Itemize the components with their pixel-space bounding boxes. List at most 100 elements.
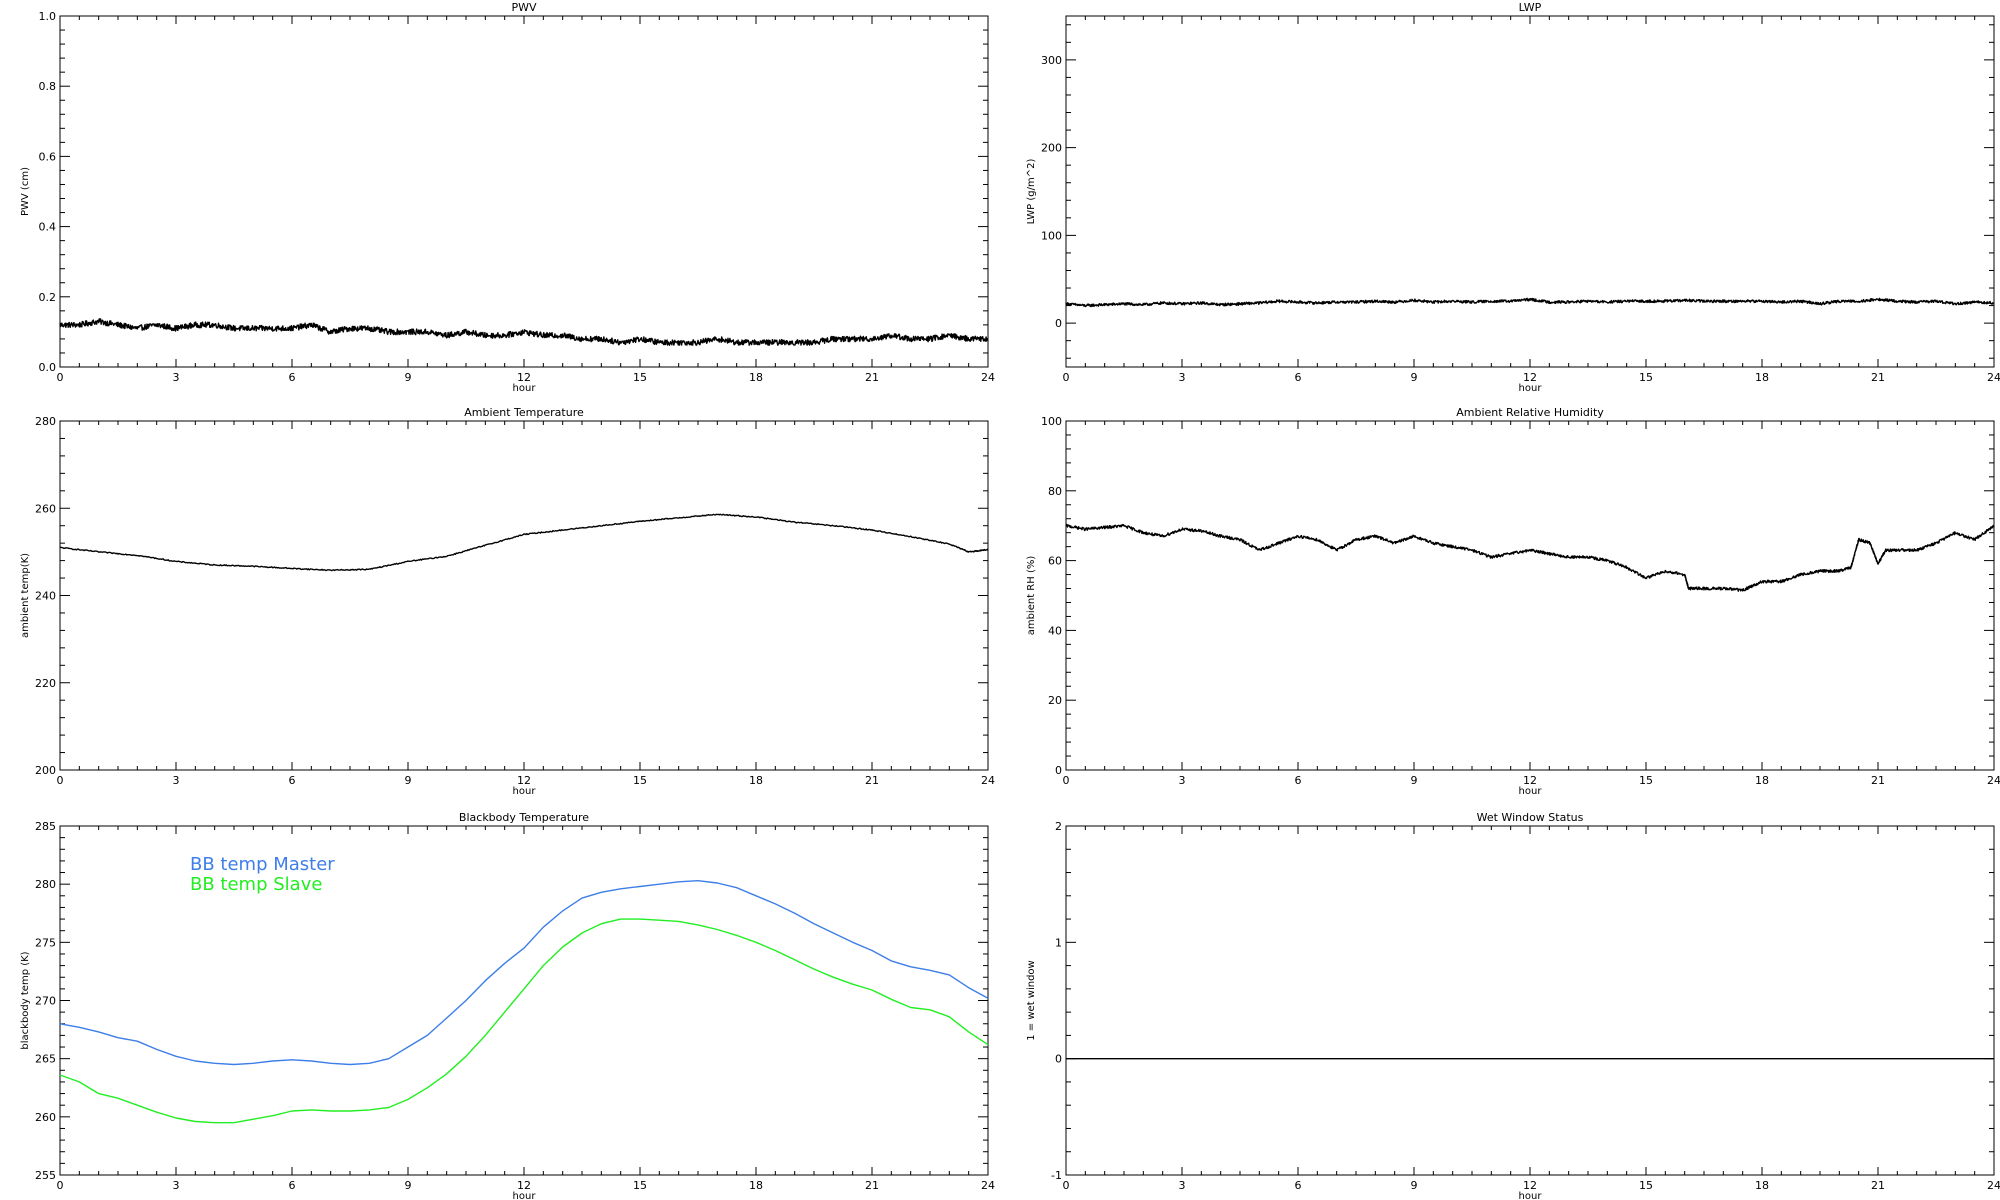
x-tick-label: 9 <box>1411 774 1418 787</box>
x-tick-label: 9 <box>405 371 412 384</box>
y-tick-label: 220 <box>35 677 56 690</box>
panel-ambient-rh: Ambient Relative Humidity 0 3 6 9 12 15 18 21 24 0… <box>1026 406 2000 797</box>
x-tick-label: 18 <box>1755 371 1769 384</box>
x-tick-label: 15 <box>633 774 647 787</box>
x-tick-label: 3 <box>173 371 180 384</box>
x-tick-label: 15 <box>1639 371 1653 384</box>
panel-blackbody-temp: Blackbody Temperature 0 3 6 9 12 15 18 21 24 255 26… <box>20 811 995 1200</box>
legend-entry: BB temp Slave <box>190 874 322 895</box>
panel-pwv: PWV 0 3 6 9 12 15 18 21 24 0.0 0.2 0.4 0.6 0.8 1.0 hour P… <box>20 1 995 394</box>
x-tick-label: 15 <box>633 1179 647 1192</box>
y-axis-label: LWP (g/m^2) <box>1026 159 1037 225</box>
y-tick-label: 40 <box>1048 624 1062 637</box>
legend-entry: BB temp Master <box>190 854 335 875</box>
x-tick-label: 12 <box>517 774 531 787</box>
series-line-bb-temp-master <box>59 880 989 1066</box>
y-tick-label: 0.0 <box>39 361 57 374</box>
x-tick-label: 18 <box>749 774 763 787</box>
x-tick-label: 24 <box>981 1179 995 1192</box>
x-tick-label: 9 <box>1411 1179 1418 1192</box>
x-tick-label: 15 <box>633 371 647 384</box>
plot-frame <box>1065 825 1995 1176</box>
x-tick-label: 3 <box>173 774 180 787</box>
x-tick-label: 21 <box>1871 371 1885 384</box>
x-tick-label: 21 <box>865 774 879 787</box>
y-tick-label: 200 <box>35 764 56 777</box>
x-tick-label: 6 <box>1295 774 1302 787</box>
panel-ambient-temp: Ambient Temperature 0 3 6 9 12 15 18 21 24 200 220 2… <box>20 406 995 797</box>
x-tick-label: 24 <box>1987 1179 2000 1192</box>
y-tick-label: 260 <box>35 1111 56 1124</box>
y-tick-label: 275 <box>35 936 56 949</box>
x-tick-label: 18 <box>1755 1179 1769 1192</box>
x-tick-label: 3 <box>173 1179 180 1192</box>
plot-frame <box>1065 15 1995 368</box>
y-tick-label: -1 <box>1051 1169 1062 1182</box>
x-tick-label: 15 <box>1639 1179 1653 1192</box>
y-tick-label: 260 <box>35 502 56 515</box>
x-tick-label: 12 <box>1523 371 1537 384</box>
y-tick-label: 0.4 <box>39 221 57 234</box>
x-tick-label: 12 <box>517 371 531 384</box>
x-axis-label: hour <box>513 1191 537 1200</box>
y-tick-label: 1 <box>1055 936 1062 949</box>
series-line-lwp <box>1065 297 1995 308</box>
x-axis-label: hour <box>1519 1191 1543 1200</box>
y-axis-label: ambient RH (%) <box>1026 556 1037 636</box>
x-tick-label: 18 <box>749 1179 763 1192</box>
x-tick-label: 6 <box>289 371 296 384</box>
y-tick-label: 0.6 <box>39 150 57 163</box>
x-tick-label: 12 <box>517 1179 531 1192</box>
x-tick-label: 12 <box>1523 1179 1537 1192</box>
y-axis-label: blackbody temp (K) <box>20 951 31 1049</box>
x-tick-label: 6 <box>1295 1179 1302 1192</box>
x-tick-label: 3 <box>1179 774 1186 787</box>
y-tick-label: 100 <box>1041 415 1062 428</box>
y-tick-label: 80 <box>1048 485 1062 498</box>
x-tick-label: 9 <box>405 1179 412 1192</box>
y-tick-label: 20 <box>1048 694 1062 707</box>
panel-title: Ambient Temperature <box>464 406 584 419</box>
y-tick-label: 60 <box>1048 555 1062 568</box>
y-tick-label: 0.2 <box>39 291 57 304</box>
y-tick-label: 200 <box>1041 142 1062 155</box>
series-line-pwv <box>59 318 989 346</box>
panel-title: Wet Window Status <box>1477 811 1584 824</box>
y-tick-label: 265 <box>35 1053 56 1066</box>
x-tick-label: 21 <box>1871 774 1885 787</box>
y-tick-label: 285 <box>35 820 56 833</box>
x-tick-label: 15 <box>1639 774 1653 787</box>
panel-lwp: LWP 0 3 6 9 12 15 18 21 24 0 100 200 300 hour LWP (g/m^… <box>1026 1 2000 394</box>
x-tick-label: 0 <box>1063 371 1070 384</box>
x-tick-label: 6 <box>289 774 296 787</box>
y-tick-label: 0 <box>1055 764 1062 777</box>
x-tick-label: 24 <box>1987 774 2000 787</box>
plot-frame <box>59 420 989 771</box>
series-line-ambient-temp <box>59 513 989 572</box>
y-tick-label: 280 <box>35 878 56 891</box>
plot-frame <box>1065 420 1995 771</box>
y-tick-label: 1.0 <box>39 10 57 23</box>
x-axis-label: hour <box>1519 786 1543 797</box>
y-tick-label: 2 <box>1055 820 1062 833</box>
y-tick-label: 0 <box>1055 1053 1062 1066</box>
y-tick-label: 300 <box>1041 54 1062 67</box>
plot-frame <box>59 15 989 368</box>
y-axis-label: 1 = wet window <box>1026 960 1037 1040</box>
y-axis-label: ambient temp(K) <box>20 553 31 638</box>
x-tick-label: 24 <box>981 371 995 384</box>
y-tick-label: 0.8 <box>39 80 57 93</box>
x-axis-label: hour <box>1519 383 1543 394</box>
series-line-bb-temp-slave <box>59 918 989 1124</box>
y-axis-label: PWV (cm) <box>20 167 31 216</box>
x-tick-label: 24 <box>981 774 995 787</box>
x-tick-label: 0 <box>57 1179 64 1192</box>
y-tick-label: 280 <box>35 415 56 428</box>
x-axis-label: hour <box>513 786 537 797</box>
x-tick-label: 9 <box>1411 371 1418 384</box>
panel-title: PWV <box>511 1 537 14</box>
panel-title: Blackbody Temperature <box>459 811 589 824</box>
x-tick-label: 12 <box>1523 774 1537 787</box>
x-tick-label: 3 <box>1179 1179 1186 1192</box>
